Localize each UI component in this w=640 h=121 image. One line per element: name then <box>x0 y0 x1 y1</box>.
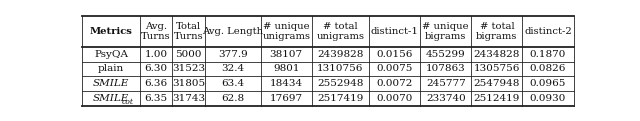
Text: 0.0070: 0.0070 <box>376 94 413 103</box>
Text: 38107: 38107 <box>269 50 303 59</box>
Text: SMILE: SMILE <box>93 79 129 88</box>
Text: 6.36: 6.36 <box>145 79 168 88</box>
Text: 0.0075: 0.0075 <box>376 64 413 73</box>
Text: 0.0826: 0.0826 <box>530 64 566 73</box>
Text: 17697: 17697 <box>269 94 303 103</box>
Text: Avg. Length: Avg. Length <box>202 27 263 36</box>
Text: PsyQA: PsyQA <box>94 50 128 59</box>
Text: 233740: 233740 <box>426 94 466 103</box>
Text: Avg.
Turns: Avg. Turns <box>141 22 171 41</box>
Text: 0.0072: 0.0072 <box>376 79 413 88</box>
Text: 377.9: 377.9 <box>218 50 248 59</box>
Text: 245777: 245777 <box>426 79 466 88</box>
Text: 0.0930: 0.0930 <box>530 94 566 103</box>
Text: 9801: 9801 <box>273 64 300 73</box>
Text: 0.0965: 0.0965 <box>530 79 566 88</box>
Text: Total
Turns: Total Turns <box>173 22 204 41</box>
Text: 0.1870: 0.1870 <box>530 50 566 59</box>
Bar <box>83 91 573 106</box>
Text: # total
unigrams: # total unigrams <box>316 22 364 41</box>
Text: 18434: 18434 <box>269 79 303 88</box>
Text: 6.35: 6.35 <box>145 94 168 103</box>
Text: 1305756: 1305756 <box>474 64 520 73</box>
Text: distinct-2: distinct-2 <box>524 27 572 36</box>
Text: 31743: 31743 <box>172 94 205 103</box>
Text: Metrics: Metrics <box>90 27 132 36</box>
Bar <box>83 16 573 47</box>
Text: 32.4: 32.4 <box>221 64 244 73</box>
Text: 2517419: 2517419 <box>317 94 364 103</box>
Bar <box>83 76 573 91</box>
Text: 1.00: 1.00 <box>145 50 168 59</box>
Text: SMILE: SMILE <box>93 94 129 103</box>
Text: # total
bigrams: # total bigrams <box>476 22 518 41</box>
Text: 2512419: 2512419 <box>474 94 520 103</box>
Text: 2547948: 2547948 <box>474 79 520 88</box>
Text: 455299: 455299 <box>426 50 466 59</box>
Text: 6.30: 6.30 <box>145 64 168 73</box>
Text: 62.8: 62.8 <box>221 94 244 103</box>
Text: # unique
bigrams: # unique bigrams <box>422 22 469 41</box>
Text: 1310756: 1310756 <box>317 64 364 73</box>
Text: 31523: 31523 <box>172 64 205 73</box>
Text: 63.4: 63.4 <box>221 79 244 88</box>
Text: distinct-1: distinct-1 <box>371 27 419 36</box>
Text: 31805: 31805 <box>172 79 205 88</box>
Text: plain: plain <box>98 64 124 73</box>
Text: 2439828: 2439828 <box>317 50 364 59</box>
Text: # unique
unigrams: # unique unigrams <box>262 22 310 41</box>
Text: 5000: 5000 <box>175 50 202 59</box>
Text: 2552948: 2552948 <box>317 79 364 88</box>
Text: cot: cot <box>122 98 134 106</box>
Text: 0.0156: 0.0156 <box>376 50 413 59</box>
Text: 2434828: 2434828 <box>474 50 520 59</box>
Bar <box>83 62 573 76</box>
Text: 107863: 107863 <box>426 64 466 73</box>
Bar <box>83 47 573 62</box>
